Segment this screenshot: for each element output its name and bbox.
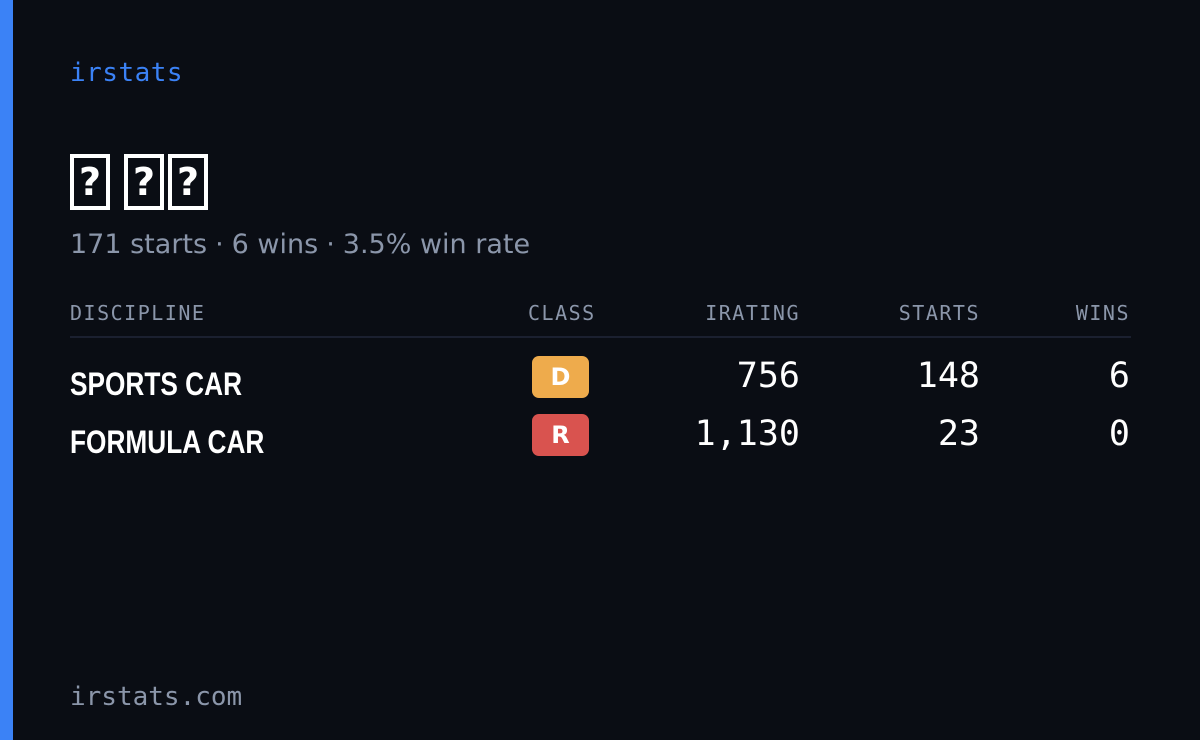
header-wins: WINS: [1075, 301, 1130, 325]
starts-value: 148: [916, 356, 980, 396]
missing-glyph: ?: [70, 154, 110, 210]
career-summary: 171 starts · 6 wins · 3.5% win rate: [70, 226, 530, 264]
missing-glyph: ?: [124, 154, 164, 210]
license-class-badge: R: [532, 414, 589, 456]
irating-value: 756: [736, 356, 800, 396]
irating-value: 1,130: [694, 414, 800, 454]
discipline-name: FORMULA CAR: [70, 424, 265, 460]
summary-wins: 6 wins: [231, 229, 319, 260]
summary-win-rate: 3.5% win rate: [342, 229, 531, 260]
discipline-stats-table: DISCIPLINE CLASS IRATING STARTS WINS SPO…: [70, 292, 1131, 468]
header-class: CLASS: [528, 301, 596, 325]
summary-starts: 171 starts: [70, 229, 208, 260]
driver-first-name: ?: [70, 154, 110, 210]
wins-value: 0: [1108, 414, 1130, 454]
footer-domain: irstats.com: [70, 682, 243, 712]
license-class-badge: D: [532, 356, 589, 398]
table-row: SPORTS CAR D 756 148 6: [70, 352, 1131, 410]
driver-last-name: ? ?: [124, 154, 208, 210]
summary-separator: ·: [326, 229, 335, 260]
discipline-name: SPORTS CAR: [70, 366, 243, 402]
accent-bar: [0, 0, 13, 740]
table-header-row: DISCIPLINE CLASS IRATING STARTS WINS: [70, 292, 1131, 338]
wins-value: 6: [1108, 356, 1130, 396]
header-irating: IRATING: [705, 301, 800, 325]
missing-glyph: ?: [168, 154, 208, 210]
summary-separator: ·: [215, 229, 224, 260]
header-discipline: DISCIPLINE: [70, 301, 206, 325]
brand-logo-text: irstats: [70, 58, 184, 88]
header-starts: STARTS: [898, 301, 980, 325]
starts-value: 23: [937, 414, 980, 454]
driver-name: ? ? ?: [70, 144, 208, 220]
table-row: FORMULA CAR R 1,130 23 0: [70, 410, 1131, 468]
